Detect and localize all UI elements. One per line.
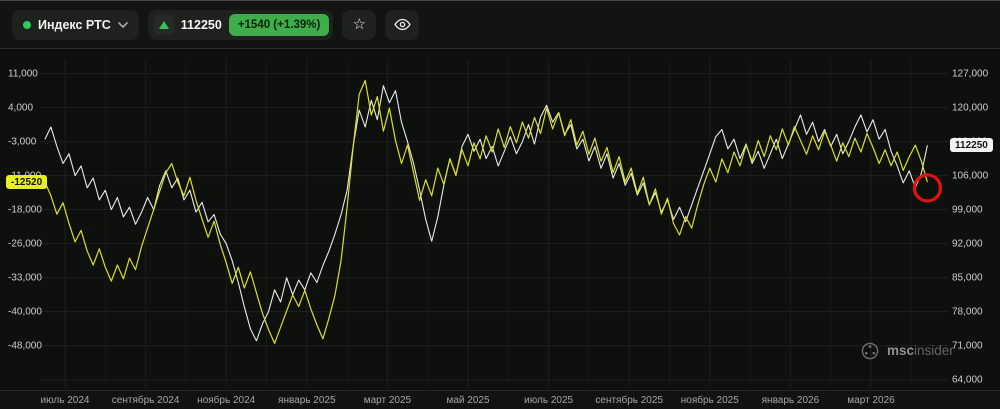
y-axis-label-right: 106,000 [952, 170, 989, 182]
y-axis-label-right: 78,000 [952, 306, 983, 318]
current-value-badge-left: -12520 [6, 175, 48, 190]
y-axis-label-right: 120,000 [952, 102, 989, 114]
y-axis-label-left: 4,000 [8, 102, 34, 114]
y-axis-right[interactable] [950, 49, 1000, 390]
instrument-selector[interactable]: Индекс РТС [12, 9, 139, 40]
y-axis-label-right: 99,000 [952, 204, 983, 216]
favorite-button[interactable]: ☆ [342, 9, 377, 40]
chevron-down-icon [117, 21, 128, 28]
y-axis-label-right: 71,000 [952, 340, 983, 352]
x-axis[interactable]: июль 2024 сентябрь 2024 ноябрь 2024 январь … [0, 390, 1000, 409]
last-price: 112250 [180, 17, 222, 32]
x-axis-label: январь 2026 [761, 395, 820, 406]
chart-canvas[interactable]: mscinsider 127,00011,000120,0004,000113,… [0, 49, 1000, 390]
y-axis-label-right: 85,000 [952, 272, 983, 284]
y-axis-label-left: -26,000 [8, 238, 42, 250]
chart-plot [40, 59, 948, 387]
mscinsider-logo-icon [861, 342, 879, 360]
y-axis-label-right: 64,000 [952, 374, 983, 386]
series-yellow-line [44, 79, 928, 344]
toolbar: Индекс РТС 112250 +1540 (+1.39%) ☆ [0, 1, 1000, 49]
x-axis-label: январь 2025 [278, 395, 336, 406]
trend-up-icon [153, 14, 174, 35]
current-value-badge-right: 112250 [950, 138, 993, 153]
x-axis-label: ноябрь 2024 [197, 395, 256, 406]
y-axis-label-left: -40,000 [8, 306, 42, 318]
eye-icon [394, 18, 411, 31]
x-axis-label: май 2025 [446, 395, 490, 406]
watch-button[interactable] [385, 9, 420, 40]
series-white-line [44, 85, 928, 342]
y-axis-left[interactable] [0, 49, 38, 390]
star-icon: ☆ [352, 16, 367, 33]
x-axis-label: июль 2025 [524, 395, 574, 406]
y-axis-label-right: 127,000 [952, 68, 989, 80]
watermark-text-primary: msc [887, 343, 915, 358]
x-axis-label: март 2026 [847, 395, 895, 406]
instrument-label: Индекс РТС [38, 17, 111, 32]
x-axis-label: июль 2024 [40, 395, 90, 406]
y-axis-label-right: 92,000 [952, 238, 983, 250]
x-axis-label: март 2025 [363, 395, 412, 406]
annotation-circle [912, 173, 943, 203]
y-axis-label-left: -18,000 [8, 204, 42, 216]
y-axis-label-left: 11,000 [8, 68, 38, 80]
y-axis-label-left: -48,000 [8, 340, 42, 352]
y-axis-label-left: -3,000 [8, 136, 37, 148]
y-axis-label-left: -33,000 [8, 272, 42, 284]
mscinsider-watermark: mscinsider [860, 341, 954, 361]
watermark-text-secondary: insider [914, 343, 954, 358]
price-change-badge: +1540 (+1.39%) [228, 13, 330, 36]
instrument-status-dot-icon [23, 20, 31, 29]
x-axis-label: сентябрь 2025 [595, 395, 663, 406]
x-axis-label: сентябрь 2024 [111, 395, 180, 406]
x-axis-label: ноябрь 2025 [680, 395, 739, 406]
price-display: 112250 +1540 (+1.39%) [147, 9, 334, 40]
